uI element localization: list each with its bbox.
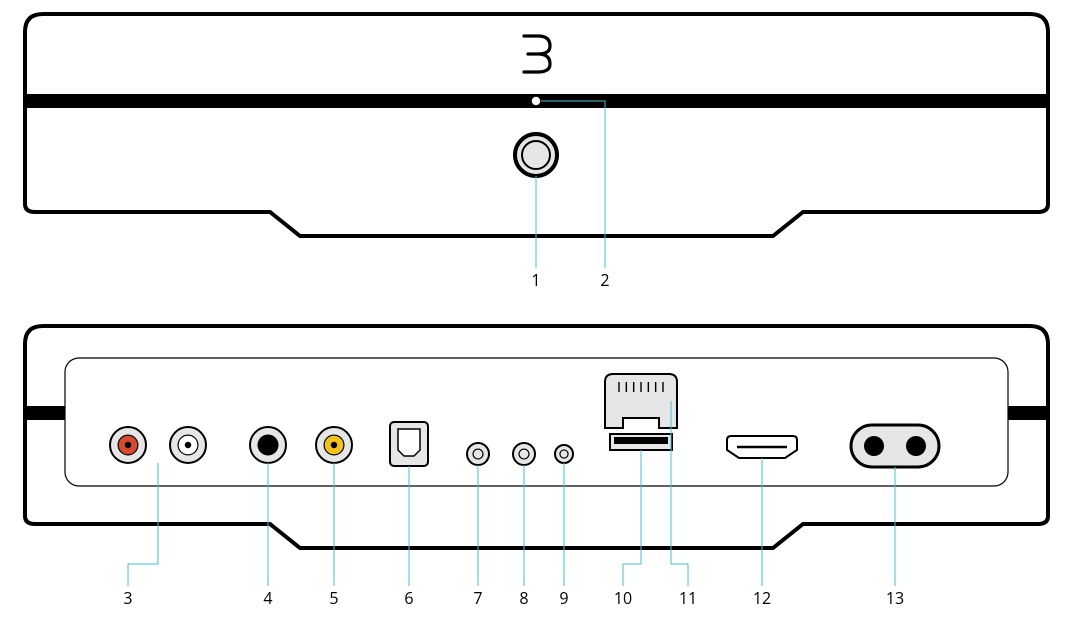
callout-number: 1 — [531, 269, 540, 291]
mini-jack-a — [467, 443, 489, 465]
callout-number: 12 — [753, 587, 771, 609]
callout-number: 10 — [614, 587, 632, 609]
rca-red-port-pin — [125, 442, 131, 448]
callout-number: 13 — [886, 587, 904, 609]
callout-number: 6 — [404, 587, 413, 609]
optical-port-inner — [398, 429, 420, 456]
rca-yellow-port-pin — [331, 442, 337, 448]
callout-number: 4 — [263, 587, 272, 609]
callout-number: 2 — [600, 269, 609, 291]
status-led-icon — [531, 96, 541, 106]
mini-jack-b — [513, 443, 535, 465]
usb-a-tongue — [614, 437, 668, 444]
callout-number: 11 — [679, 587, 697, 609]
rca-white-port-pin — [185, 442, 191, 448]
mini-jack-c — [555, 445, 573, 463]
callout-number: 5 — [329, 587, 338, 609]
callout-number: 7 — [473, 587, 482, 609]
ac-pin-left — [864, 436, 884, 456]
rca-black-port-pin — [265, 442, 271, 448]
callout-number: 9 — [559, 587, 568, 609]
callout-number: 8 — [519, 587, 528, 609]
ac-pin-right — [906, 436, 926, 456]
callout-number: 3 — [123, 587, 132, 609]
